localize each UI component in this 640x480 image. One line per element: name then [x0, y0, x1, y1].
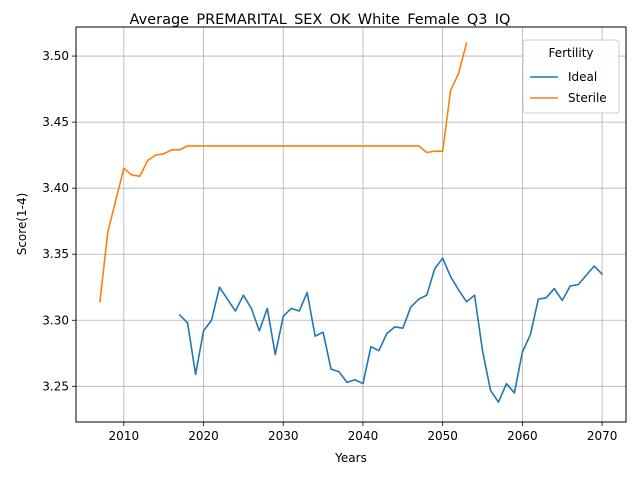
series-line-ideal	[178, 257, 603, 403]
legend-title: Fertility	[548, 46, 593, 60]
legend-label-ideal: Ideal	[568, 70, 597, 84]
y-tick-label: 3.30	[42, 313, 69, 327]
chart-title: Average_PREMARITAL_SEX_OK_White_Female_Q…	[130, 12, 511, 28]
y-axis-label: Score(1-4)	[15, 193, 29, 256]
y-tick-label: 3.35	[42, 247, 69, 261]
legend-box	[522, 39, 620, 114]
y-tick-label: 3.40	[42, 181, 69, 195]
y-tick-label: 3.25	[42, 379, 69, 393]
x-tick-label: 2030	[268, 429, 299, 443]
series-line-sterile	[99, 42, 468, 303]
y-tick-label: 3.50	[42, 49, 69, 63]
x-tick-label: 2040	[348, 429, 379, 443]
series-lines	[99, 42, 603, 403]
plot-frame	[75, 26, 627, 423]
y-axis-ticks: 3.25 3.30 3.35 3.40 3.45 3.50	[42, 49, 76, 393]
x-tick-label: 2010	[109, 429, 140, 443]
y-tick-label: 3.45	[42, 115, 69, 129]
x-tick-label: 2070	[587, 429, 618, 443]
legend: Fertility Ideal Sterile	[522, 39, 620, 114]
x-tick-label: 2050	[427, 429, 458, 443]
grid	[76, 27, 626, 422]
x-tick-label: 2060	[507, 429, 538, 443]
x-axis-label: Years	[334, 451, 367, 465]
x-axis-ticks: 2010 2020 2030 2040 2050 2060 2070	[109, 422, 618, 443]
x-tick-label: 2020	[188, 429, 219, 443]
legend-label-sterile: Sterile	[568, 91, 607, 105]
